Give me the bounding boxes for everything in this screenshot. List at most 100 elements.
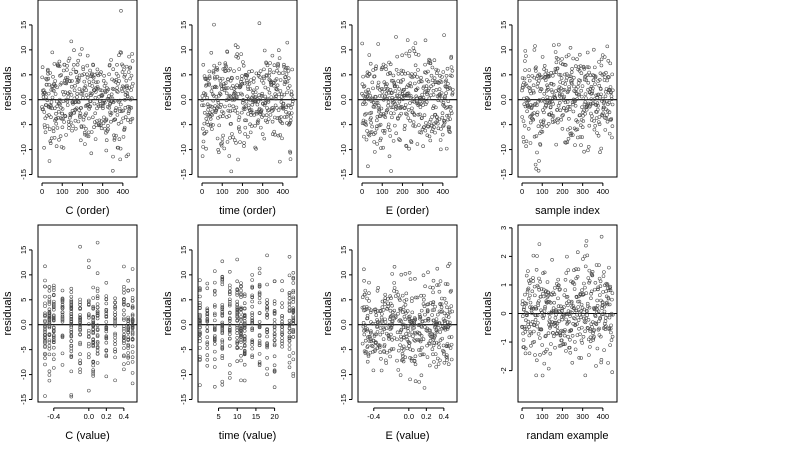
- data-point: [583, 264, 588, 269]
- data-point: [586, 87, 590, 92]
- data-point: [376, 80, 381, 85]
- data-point: [540, 343, 544, 347]
- data-point: [113, 378, 117, 383]
- data-point: [287, 305, 292, 310]
- data-point: [609, 97, 614, 101]
- data-point: [55, 126, 60, 130]
- data-point: [441, 101, 446, 105]
- data-point: [588, 103, 592, 108]
- data-point: [91, 327, 95, 331]
- data-point: [43, 311, 47, 316]
- data-point: [126, 342, 130, 347]
- data-point: [213, 326, 217, 330]
- data-point: [401, 322, 406, 327]
- data-point: [235, 340, 239, 345]
- data-point: [47, 324, 52, 328]
- data-point: [261, 113, 266, 118]
- data-point: [369, 130, 374, 134]
- data-point: [599, 334, 603, 339]
- data-point: [564, 78, 569, 83]
- data-point: [241, 98, 246, 102]
- data-point: [69, 393, 74, 397]
- data-point: [548, 301, 553, 305]
- data-point: [542, 361, 547, 366]
- data-point: [72, 96, 77, 101]
- y-axis-title: residuals: [322, 291, 334, 336]
- data-point: [428, 59, 432, 63]
- data-point: [537, 287, 541, 292]
- data-point: [560, 308, 564, 313]
- data-point: [432, 76, 437, 80]
- data-point: [290, 93, 294, 97]
- data-point: [79, 106, 83, 110]
- data-point: [101, 79, 106, 83]
- data-point: [254, 71, 259, 76]
- data-point: [413, 72, 417, 76]
- data-point: [104, 309, 109, 314]
- data-point: [260, 91, 264, 96]
- data-point: [95, 314, 100, 318]
- data-point: [556, 104, 561, 108]
- data-point: [405, 112, 409, 117]
- data-point: [389, 314, 393, 319]
- data-point: [434, 340, 439, 345]
- data-point: [384, 110, 389, 115]
- data-point: [407, 54, 412, 58]
- data-point: [380, 299, 385, 304]
- data-point: [599, 234, 604, 239]
- data-point: [257, 93, 261, 97]
- y-tick-label: 10: [179, 271, 188, 279]
- data-point: [556, 304, 561, 308]
- data-point: [222, 82, 226, 86]
- data-point: [375, 324, 380, 328]
- data-point: [291, 309, 296, 313]
- data-point: [79, 125, 84, 129]
- y-tick-label: 15: [179, 246, 188, 254]
- data-point: [566, 303, 570, 308]
- data-point: [215, 106, 219, 110]
- data-point: [282, 92, 287, 97]
- data-point: [436, 312, 440, 317]
- data-point: [376, 319, 380, 324]
- data-point: [443, 94, 447, 99]
- data-point: [111, 87, 116, 92]
- data-point: [415, 142, 420, 146]
- scatter-points: [198, 253, 296, 389]
- data-point: [198, 354, 202, 359]
- x-tick-label: 100: [216, 187, 229, 196]
- data-point: [104, 353, 109, 358]
- data-point: [535, 254, 539, 258]
- data-point: [377, 109, 381, 114]
- data-point: [198, 287, 202, 292]
- data-point: [43, 341, 47, 345]
- data-point: [249, 78, 253, 82]
- data-point: [599, 360, 603, 365]
- data-point: [228, 67, 233, 71]
- data-point: [369, 343, 374, 348]
- data-point: [107, 72, 111, 77]
- data-point: [280, 330, 284, 335]
- data-point: [272, 332, 277, 336]
- data-point: [524, 273, 529, 278]
- data-point: [532, 329, 536, 334]
- data-point: [93, 120, 97, 124]
- data-point: [104, 117, 109, 122]
- data-point: [538, 336, 542, 340]
- data-point: [273, 92, 277, 96]
- data-point: [69, 93, 74, 97]
- data-point: [228, 302, 232, 306]
- data-point: [410, 310, 415, 315]
- data-point: [213, 75, 217, 79]
- data-point: [217, 61, 222, 66]
- data-point: [48, 139, 53, 143]
- y-tick-label: -10: [19, 369, 28, 380]
- data-point: [231, 104, 235, 109]
- data-point: [237, 125, 241, 129]
- data-point: [365, 316, 369, 321]
- data-point: [69, 327, 74, 332]
- data-point: [431, 290, 435, 295]
- data-point: [230, 132, 234, 136]
- data-point: [125, 95, 130, 99]
- data-point: [548, 96, 553, 100]
- data-point: [50, 106, 54, 111]
